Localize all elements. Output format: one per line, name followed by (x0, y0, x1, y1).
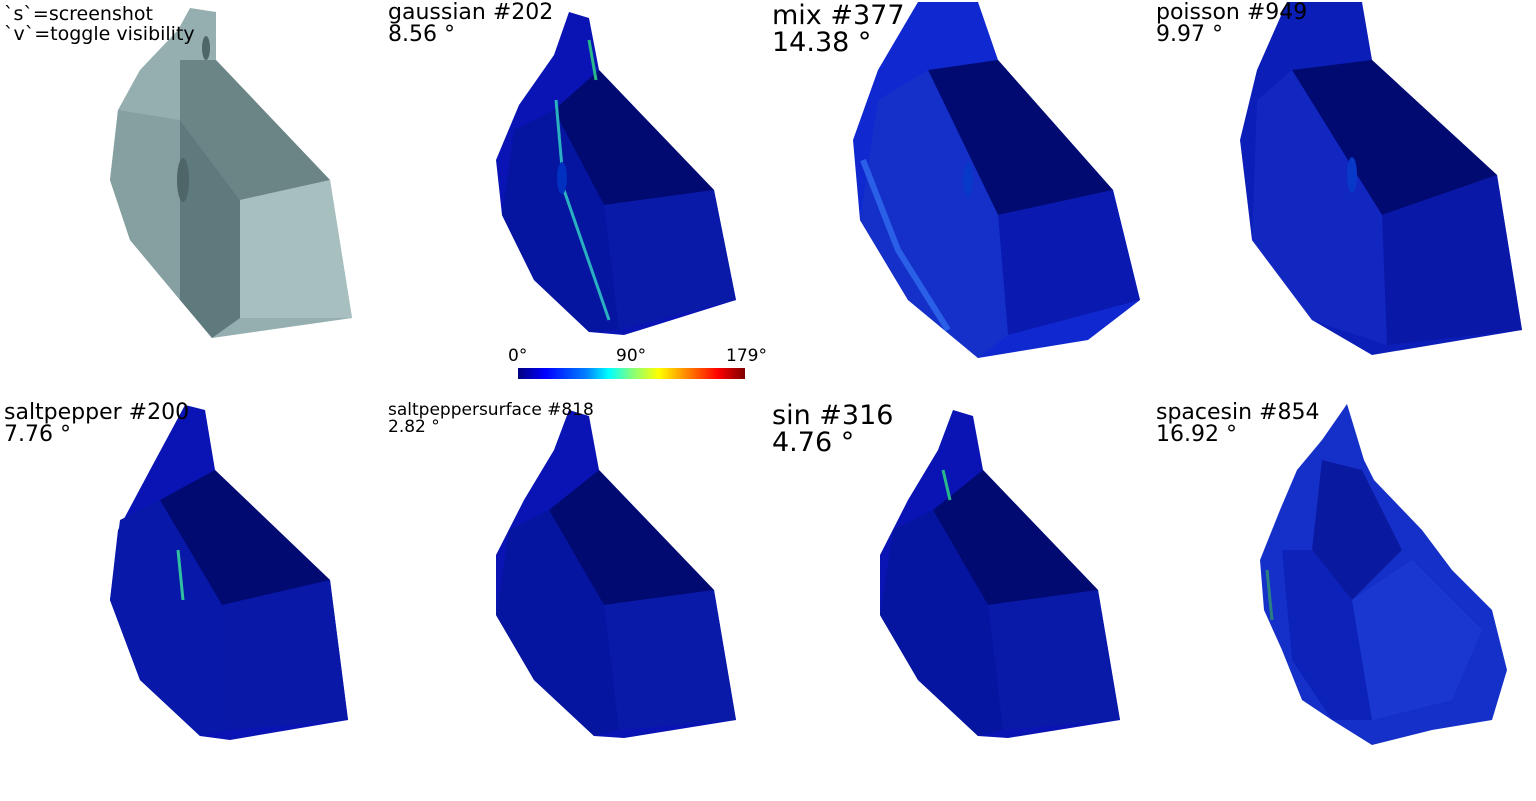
sin-mesh-render (880, 410, 1120, 738)
panel-poisson: poisson #949 9.97 ° (1152, 0, 1536, 400)
colorbar-gradient (518, 368, 745, 379)
spacesin-label: spacesin #854 16.92 ° (1156, 402, 1319, 446)
mix-mesh-render (853, 2, 1140, 358)
saltpepper-mesh-render (110, 405, 348, 740)
mix-label: mix #377 14.38 ° (772, 2, 905, 56)
sin-angle: 4.76 ° (772, 427, 855, 458)
hint-screenshot: `s`=screenshot (4, 3, 153, 25)
gaussian-title: gaussian #202 (388, 0, 554, 25)
angle-colorbar: 0° 90° 179° (508, 346, 768, 386)
poisson-angle: 9.97 ° (1156, 22, 1223, 47)
gaussian-mesh-render (496, 12, 736, 335)
spacesin-angle: 16.92 ° (1156, 422, 1237, 447)
poisson-label: poisson #949 9.97 ° (1156, 2, 1307, 46)
colorbar-max-label: 179° (726, 346, 767, 366)
panel-mix: mix #377 14.38 ° (768, 0, 1152, 400)
saltpepper-label: saltpepper #200 7.76 ° (4, 402, 189, 446)
panel-saltpepper: saltpepper #200 7.76 ° (0, 400, 384, 800)
saltpepper-angle: 7.76 ° (4, 422, 71, 447)
panel-original: `s`=screenshot `v`=toggle visibility (0, 0, 384, 400)
poisson-mesh-render (1240, 2, 1522, 355)
gaussian-label: gaussian #202 8.56 ° (388, 2, 553, 46)
saltpeppersurface-angle: 2.82 ° (388, 417, 440, 437)
panel-sin: sin #316 4.76 ° (768, 400, 1152, 800)
colorbar-min-label: 0° (508, 346, 528, 366)
panel-spacesin: spacesin #854 16.92 ° (1152, 400, 1536, 800)
original-mesh-render (110, 8, 352, 338)
saltpepper-title: saltpepper #200 (4, 400, 190, 425)
hint-toggle-visibility: `v`=toggle visibility (4, 23, 195, 45)
sin-title: sin #316 (772, 400, 894, 431)
mix-title: mix #377 (772, 0, 905, 31)
spacesin-mesh-render (1260, 404, 1507, 745)
saltpeppersurface-title: saltpeppersurface #818 (388, 400, 594, 420)
panel-saltpeppersurface: saltpeppersurface #818 2.82 ° (384, 400, 768, 800)
gaussian-angle: 8.56 ° (388, 22, 455, 47)
saltpeppersurface-mesh-render (496, 410, 736, 738)
saltpeppersurface-label: saltpeppersurface #818 2.82 ° (388, 402, 594, 436)
mix-angle: 14.38 ° (772, 27, 872, 58)
keyboard-hints: `s`=screenshot `v`=toggle visibility (4, 4, 195, 44)
colorbar-mid-label: 90° (616, 346, 647, 366)
panel-gaussian: gaussian #202 8.56 ° (384, 0, 768, 400)
spacesin-title: spacesin #854 (1156, 400, 1320, 425)
sin-label: sin #316 4.76 ° (772, 402, 893, 456)
poisson-title: poisson #949 (1156, 0, 1308, 25)
